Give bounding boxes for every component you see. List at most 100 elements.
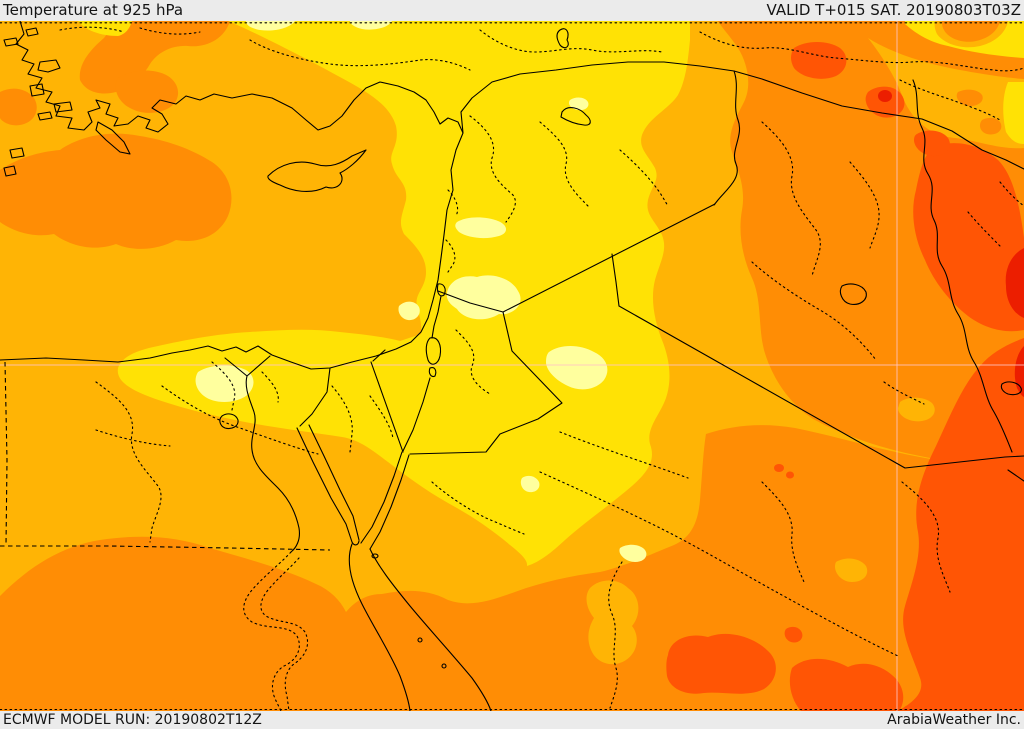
dotted-egypt-3 xyxy=(95,429,171,447)
temperature-map-svg xyxy=(0,21,1024,711)
band-darkorange-top-right xyxy=(791,42,847,79)
band-darkorange-bottom-center xyxy=(666,633,776,694)
band-darkorange-east-band xyxy=(898,338,1024,711)
dotted-greece-1 xyxy=(59,26,125,33)
dashed-egypt-sudan xyxy=(0,545,331,551)
admin-boundaries xyxy=(0,22,1024,711)
island-small-1 xyxy=(3,165,17,177)
band-orange-wedge-dot-2 xyxy=(979,117,1002,135)
band-pale-spot-1 xyxy=(520,475,540,493)
band-darkorange-bottom-right xyxy=(789,658,904,711)
island-cyprus xyxy=(267,149,367,193)
island-tiran xyxy=(371,553,379,559)
dotted-delta-2 xyxy=(261,371,279,403)
gaza-strip-line xyxy=(372,349,386,362)
gulf-of-suez-east xyxy=(308,424,360,541)
dotted-turkey-1 xyxy=(249,39,471,71)
dotted-syria-1 xyxy=(469,115,516,223)
island-chios xyxy=(29,83,45,97)
band-orange-south-region xyxy=(0,425,1024,711)
dotted-saudi-2 xyxy=(559,431,689,479)
dotted-nile-valley-1 xyxy=(243,551,300,711)
footer-bar: ECMWF MODEL RUN: 20190802T12Z ArabiaWeat… xyxy=(0,711,1024,729)
suez-canal xyxy=(299,367,331,427)
dotted-turkey-4 xyxy=(899,79,1001,121)
coastline-main xyxy=(0,21,464,370)
dotted-saudi-3 xyxy=(608,561,623,709)
island-lesbos xyxy=(37,59,61,73)
graticule-lines xyxy=(0,21,1024,711)
credit-label: ArabiaWeather Inc. xyxy=(887,712,1021,728)
header-bar: Temperature at 925 hPa VALID T+015 SAT. … xyxy=(0,0,1024,21)
island-ikaria xyxy=(37,111,53,121)
band-pale-spot-2 xyxy=(619,544,647,562)
dotted-egypt-2 xyxy=(161,385,319,455)
band-yellow-central xyxy=(117,21,690,566)
dead-sea-south-pond xyxy=(428,367,437,377)
border-jordan-iraq-branch xyxy=(611,253,620,307)
border-wadi-araba xyxy=(402,377,431,452)
band-pale-syria xyxy=(455,217,507,239)
lake-tharthar xyxy=(839,283,867,305)
band-red-spot-3 xyxy=(878,90,892,102)
band-amber-hole-east xyxy=(898,397,935,422)
band-pale-jordan xyxy=(446,275,521,320)
band-pale-spot-3 xyxy=(568,97,589,111)
border-jordan-saudi-zigzag xyxy=(409,311,563,455)
band-darkorange-ne-iraq xyxy=(913,143,1024,332)
red-sea-islet-2 xyxy=(441,663,447,669)
dotted-delta-1 xyxy=(211,361,236,411)
dotted-sinai-1 xyxy=(331,385,353,453)
border-iraq-saudi xyxy=(618,305,1024,469)
red-sea-arabian-coast xyxy=(369,548,492,711)
dotted-egypt-1 xyxy=(95,381,162,543)
dotted-lebanon xyxy=(447,189,459,217)
band-red-east-edge-1 xyxy=(1005,248,1024,318)
river-tigris xyxy=(912,79,1013,453)
dead-sea xyxy=(425,337,442,365)
dotted-iraq-2 xyxy=(849,161,880,249)
band-pale-top-1 xyxy=(246,21,295,31)
dotted-saudi-4 xyxy=(761,481,805,583)
red-sea-islet-1 xyxy=(417,637,423,643)
lake-tuz xyxy=(556,28,569,49)
island-samos xyxy=(53,101,73,113)
persian-gulf-corner xyxy=(1007,469,1024,482)
forecast-map xyxy=(0,21,1024,711)
lake-fayoum xyxy=(219,413,239,430)
lake-assad xyxy=(560,107,591,126)
band-darkorange-dot-3 xyxy=(786,471,794,479)
band-orange-wedge-dot-1 xyxy=(956,89,983,107)
border-syria-iraq xyxy=(713,70,740,206)
nile-delta-branch-west xyxy=(224,357,248,377)
island-marmara-2 xyxy=(25,27,39,37)
jordan-river xyxy=(431,295,442,339)
island-rhodes xyxy=(95,121,131,155)
border-israel-egypt xyxy=(370,361,404,453)
map-title: Temperature at 925 hPa xyxy=(3,1,184,19)
dotted-turkey-3 xyxy=(699,31,1024,72)
band-orange-antalya-coast xyxy=(115,70,179,113)
dotted-nw-saudi xyxy=(431,481,525,535)
band-darkorange-spot-2 xyxy=(914,130,950,157)
valid-time-label: VALID T+015 SAT. 20190803T03Z xyxy=(766,1,1021,19)
island-marmara-1 xyxy=(3,37,19,47)
red-sea-african-coast xyxy=(348,543,411,711)
dotted-saudi-1 xyxy=(539,471,899,657)
band-orange-left-edge xyxy=(0,88,37,126)
band-orange-topright-inner xyxy=(942,21,1000,42)
band-amber-blob-south-2 xyxy=(834,558,868,582)
dashed-egypt-libya xyxy=(4,361,8,546)
band-amber-blob-south-1 xyxy=(586,580,639,665)
river-nile xyxy=(245,375,300,553)
band-orange-aegean-top xyxy=(79,21,230,94)
dotted-sinai-2 xyxy=(369,395,394,439)
border-turkey-south xyxy=(460,61,1024,170)
dotted-iran-1 xyxy=(999,181,1024,207)
dotted-syria-3 xyxy=(619,149,669,207)
dotted-iraq-3 xyxy=(751,261,877,361)
gulf-of-aqaba-west xyxy=(360,451,403,544)
dotted-syria-2 xyxy=(539,121,589,207)
band-yellow-right-strip xyxy=(1003,82,1024,144)
band-pale-delta xyxy=(195,365,254,402)
